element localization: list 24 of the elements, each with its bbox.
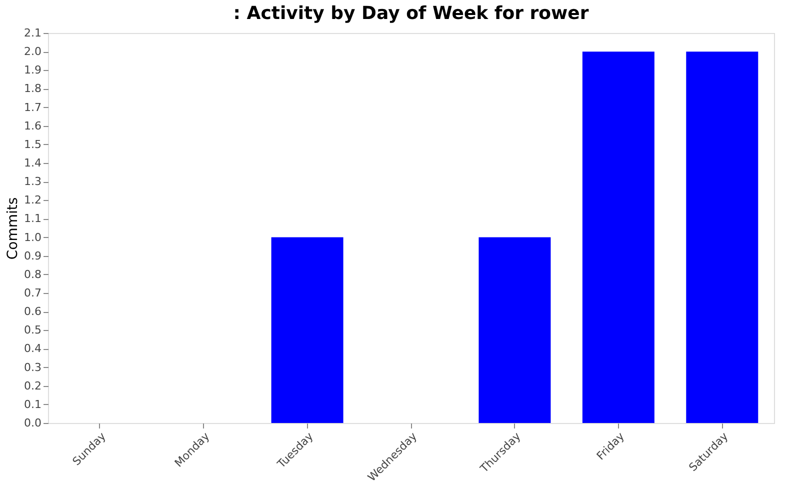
y-tick-label: 1.8 <box>24 82 42 96</box>
y-tick-label: 0.3 <box>24 360 42 374</box>
y-tick-label: 1.7 <box>24 100 42 114</box>
y-tick-label: 2.1 <box>24 26 42 40</box>
y-tick-label: 1.2 <box>24 194 42 207</box>
y-tick-label: 1.5 <box>24 138 42 151</box>
y-tick-label: 1.9 <box>24 64 42 77</box>
y-tick-label: 0.0 <box>24 416 42 430</box>
y-axis-title: Commits <box>5 197 22 260</box>
y-tick-label: 0.9 <box>24 249 42 262</box>
y-tick-label: 1.6 <box>24 119 42 132</box>
y-tick-label: 0.8 <box>24 268 42 281</box>
y-tick-label: 0.5 <box>24 324 42 337</box>
y-tick-label: 2.0 <box>24 45 42 58</box>
y-tick-label: 0.4 <box>24 342 42 356</box>
y-tick-label: 1.4 <box>24 156 42 170</box>
y-tick-label: 1.3 <box>24 175 42 188</box>
chart-title: : Activity by Day of Week for rower <box>233 3 589 24</box>
y-tick-label: 0.6 <box>24 305 42 318</box>
y-tick-label: 0.7 <box>24 286 42 300</box>
y-tick-label: 1.1 <box>24 212 42 226</box>
y-tick-label: 1.0 <box>24 230 42 244</box>
y-tick-label: 0.1 <box>24 398 42 411</box>
y-tick-label: 0.2 <box>24 379 42 392</box>
